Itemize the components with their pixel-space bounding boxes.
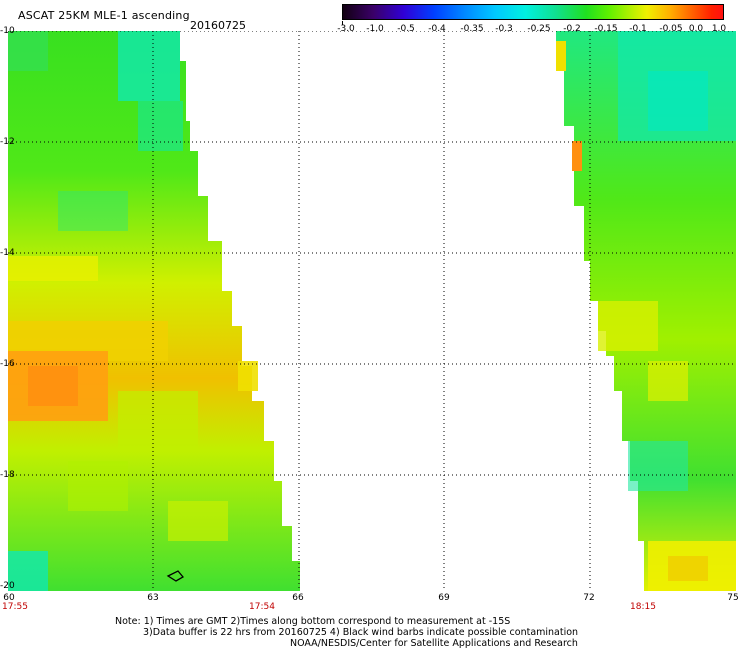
colorbar-label: -3.0 xyxy=(337,24,355,34)
colorbar-label: -0.35 xyxy=(460,24,484,34)
lat-label: -12 xyxy=(0,137,15,147)
colorbar-label: -0.25 xyxy=(527,24,551,34)
lat-label: -20 xyxy=(0,581,15,591)
colorbar-label: -0.15 xyxy=(594,24,618,34)
lon-label: 69 xyxy=(438,593,450,603)
lon-label: 60 xyxy=(3,593,15,603)
colorbar-label: -0.3 xyxy=(495,24,513,34)
note-line-3: NOAA/NESDIS/Center for Satellite Applica… xyxy=(290,638,578,649)
time-label: 18:15 xyxy=(630,602,656,612)
time-label: 17:55 xyxy=(2,602,28,612)
swath-map xyxy=(8,31,736,591)
colorbar-label: -0.5 xyxy=(397,24,415,34)
colorbar xyxy=(342,4,724,20)
lat-label: -14 xyxy=(0,248,15,258)
lon-label: 66 xyxy=(292,593,304,603)
colorbar-label: 1.0 xyxy=(711,24,727,34)
time-label: 17:54 xyxy=(249,602,275,612)
lat-label: -10 xyxy=(0,26,15,36)
left-swath xyxy=(8,31,300,591)
note-line-1: Note: 1) Times are GMT 2)Times along bot… xyxy=(115,616,511,627)
colorbar-label: 0.0 xyxy=(688,24,704,34)
note-line-2: 3)Data buffer is 22 hrs from 20160725 4)… xyxy=(143,627,579,638)
colorbar-label: -0.1 xyxy=(629,24,647,34)
colorbar-label: -1.0 xyxy=(366,24,384,34)
chart-date: 20160725 xyxy=(190,19,246,32)
colorbar-ticks: -3.0 -1.0 -0.5 -0.4 -0.35 -0.3 -0.25 -0.… xyxy=(337,21,727,34)
lon-label: 75 xyxy=(727,593,739,603)
colorbar-label: -0.4 xyxy=(428,24,446,34)
graticule xyxy=(8,31,736,591)
colorbar-tick xyxy=(342,21,343,25)
lon-label: 63 xyxy=(147,593,159,603)
colorbar-label: -0.05 xyxy=(659,24,683,34)
colorbar-label: -0.2 xyxy=(563,24,581,34)
lon-label: 72 xyxy=(583,593,595,603)
right-swath xyxy=(556,31,736,591)
lat-label: -16 xyxy=(0,359,15,369)
chart-title: ASCAT 25KM MLE-1 ascending xyxy=(18,9,190,22)
lat-label: -18 xyxy=(0,470,15,480)
